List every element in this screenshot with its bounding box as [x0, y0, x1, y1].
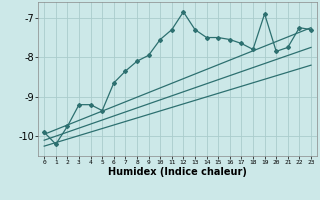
X-axis label: Humidex (Indice chaleur): Humidex (Indice chaleur): [108, 167, 247, 177]
